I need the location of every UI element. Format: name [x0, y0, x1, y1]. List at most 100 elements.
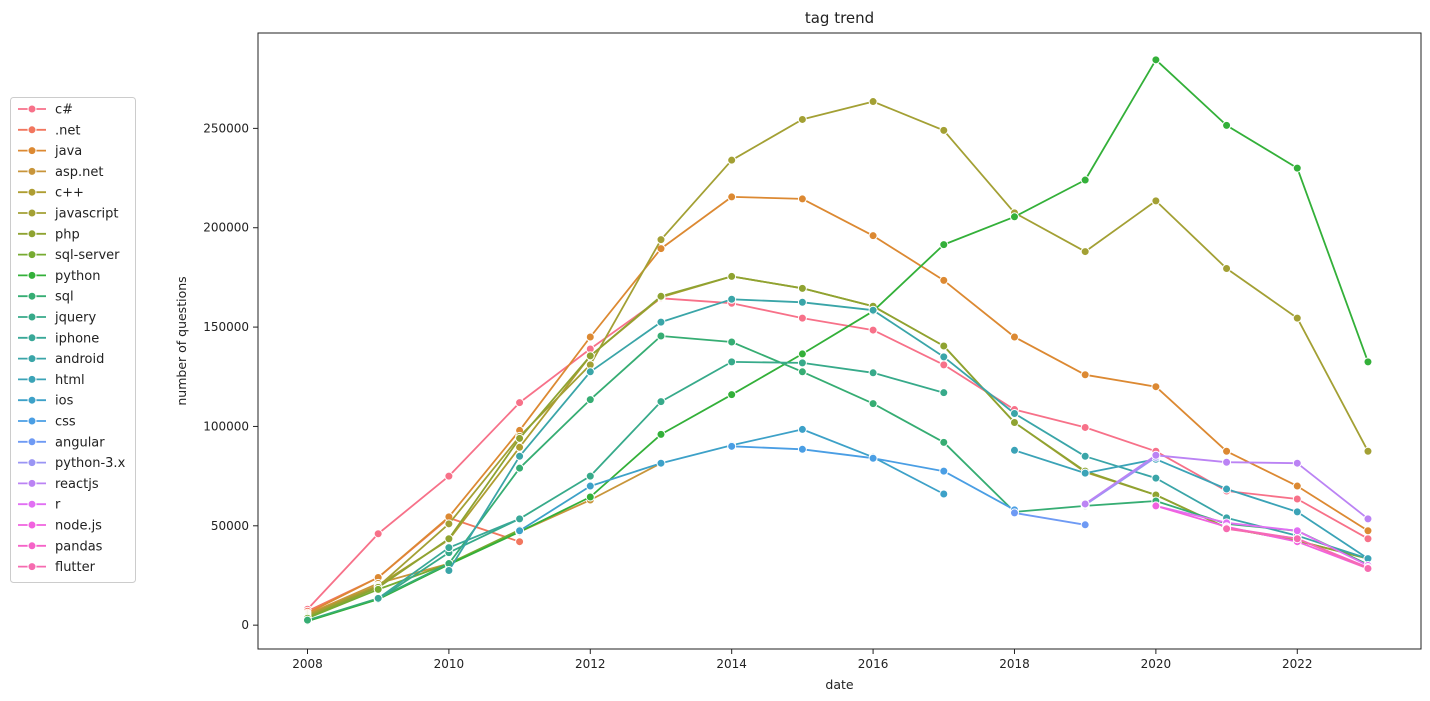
- legend-label: python-3.x: [55, 456, 126, 471]
- data-point: [939, 275, 949, 285]
- legend-item: flutter: [18, 560, 96, 575]
- legend-label: pandas: [55, 539, 103, 554]
- legend-label: ios: [55, 394, 74, 409]
- data-point: [515, 537, 525, 547]
- data-point: [656, 317, 666, 327]
- data-point: [515, 433, 525, 443]
- data-point: [727, 337, 737, 347]
- series-line: [448, 298, 1369, 571]
- legend-marker: [27, 541, 37, 551]
- series-css: [727, 441, 1019, 515]
- series-python: [302, 55, 1373, 626]
- series-angular: [1009, 508, 1090, 530]
- legend-item: php: [18, 227, 80, 242]
- data-point: [373, 584, 383, 594]
- data-point: [1151, 55, 1161, 65]
- x-tick-label: 2018: [999, 657, 1030, 671]
- data-point: [939, 341, 949, 351]
- legend-item: iphone: [18, 331, 99, 346]
- data-point: [515, 514, 525, 524]
- series-layer: [302, 55, 1373, 626]
- data-point: [1009, 445, 1019, 455]
- data-point: [1292, 507, 1302, 517]
- legend-label: node.js: [55, 519, 102, 534]
- data-point: [727, 390, 737, 400]
- data-point: [444, 519, 454, 529]
- series-line: [1084, 456, 1157, 506]
- data-point: [797, 349, 807, 359]
- data-point: [1080, 175, 1090, 185]
- data-point: [1292, 526, 1302, 536]
- legend-label: css: [55, 415, 76, 430]
- data-point: [797, 424, 807, 434]
- legend-marker: [27, 562, 37, 572]
- y-tick-label: 50000: [211, 519, 249, 533]
- legend-marker: [27, 437, 37, 447]
- x-tick-label: 2020: [1141, 657, 1172, 671]
- data-point: [373, 593, 383, 603]
- y-tick-label: 0: [241, 618, 249, 632]
- data-point: [868, 97, 878, 107]
- legend-marker: [27, 250, 37, 260]
- series-java: [302, 192, 1373, 618]
- legend-label: html: [55, 373, 85, 388]
- data-point: [1151, 450, 1161, 460]
- data-point: [515, 442, 525, 452]
- data-point: [797, 297, 807, 307]
- legend-marker: [27, 478, 37, 488]
- data-point: [585, 332, 595, 342]
- legend-marker: [27, 499, 37, 509]
- series-iphone: [373, 514, 525, 603]
- series-c#: [302, 293, 1373, 614]
- data-point: [1292, 458, 1302, 468]
- data-point: [1363, 534, 1373, 544]
- data-point: [797, 444, 807, 454]
- data-point: [727, 441, 737, 451]
- data-point: [1363, 564, 1373, 574]
- data-point: [727, 357, 737, 367]
- legend-label: jquery: [54, 311, 96, 326]
- legend-box: [10, 97, 136, 583]
- data-point: [585, 471, 595, 481]
- legend-item: c++: [18, 186, 84, 201]
- legend-item: css: [18, 415, 76, 430]
- data-point: [727, 271, 737, 281]
- data-point: [1292, 163, 1302, 173]
- data-point: [1363, 446, 1373, 456]
- legend-label: flutter: [55, 560, 96, 575]
- legend-label: sql-server: [55, 248, 120, 263]
- data-point: [1009, 417, 1019, 427]
- data-point: [1151, 473, 1161, 483]
- legend-marker: [27, 520, 37, 530]
- legend-item: python: [18, 269, 100, 284]
- legend-label: php: [55, 227, 80, 242]
- legend-label: r: [55, 498, 61, 513]
- data-point: [515, 398, 525, 408]
- data-point: [727, 192, 737, 202]
- data-point: [797, 358, 807, 368]
- data-point: [1222, 484, 1232, 494]
- legend-item: ios: [18, 394, 74, 409]
- data-point: [515, 451, 525, 461]
- data-point: [727, 155, 737, 165]
- series-line: [1014, 449, 1369, 560]
- data-point: [1292, 313, 1302, 323]
- data-point: [939, 125, 949, 135]
- data-point: [797, 283, 807, 293]
- y-tick-label: 100000: [203, 419, 249, 433]
- data-point: [939, 240, 949, 250]
- data-point: [656, 235, 666, 245]
- data-point: [1080, 370, 1090, 380]
- legend-marker: [27, 354, 37, 364]
- series-line: [1155, 505, 1369, 567]
- data-point: [1009, 508, 1019, 518]
- legend-item: javascript: [18, 207, 118, 222]
- series-line: [307, 58, 1369, 623]
- data-point: [939, 466, 949, 476]
- legend-marker: [27, 416, 37, 426]
- data-point: [727, 294, 737, 304]
- y-tick-label: 150000: [203, 320, 249, 334]
- series-reactjs: [1080, 450, 1373, 524]
- legend-marker: [27, 312, 37, 322]
- legend-marker: [27, 208, 37, 218]
